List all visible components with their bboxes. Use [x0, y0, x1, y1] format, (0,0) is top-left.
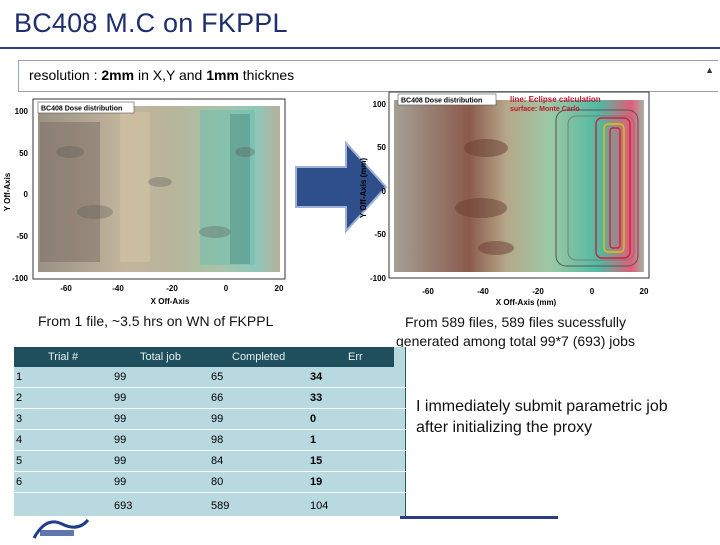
left-x-tick: 0	[224, 284, 229, 293]
cell-total: 99	[114, 455, 127, 467]
note-line: I immediately submit parametric job	[416, 398, 668, 415]
right-x-tick: -40	[477, 287, 489, 296]
cell-trial: 1	[16, 371, 23, 383]
cell-trial: 6	[16, 476, 23, 488]
cell-completed: 66	[211, 392, 224, 404]
left-y-tick: 100	[15, 107, 29, 116]
right-legend-line: line: Eclipse calculation	[510, 95, 601, 104]
cell-total: 99	[114, 434, 127, 446]
cell-err: 15	[310, 455, 323, 467]
left-caption: From 1 file, ~3.5 hrs on WN of FKPPL	[38, 313, 274, 329]
resolution-textbox: resolution : 2mm in X,Y and 1mm thicknes…	[18, 60, 718, 92]
right-x-tick: -20	[532, 287, 544, 296]
left-x-tick: -40	[112, 284, 124, 293]
left-dose-plot: BC408 Dose distribution 100 50 0 -50 -10…	[0, 92, 296, 310]
right-legend-surface: surface: Monte Carlo	[510, 106, 580, 113]
table-row: 3 99 99 0	[14, 409, 406, 430]
cell-total: 99	[114, 476, 127, 488]
footer-divider	[400, 516, 558, 519]
header-trial: Trial #	[48, 351, 79, 363]
cell-trial: 2	[16, 392, 23, 404]
table-row: 1 99 65 34	[14, 367, 406, 388]
total-err: 104	[310, 500, 329, 512]
right-y-tick: 0	[382, 187, 387, 196]
right-dose-plot: BC408 Dose distribution line: Eclipse ca…	[356, 88, 660, 310]
right-x-axis-label: X Off-Axis (mm)	[496, 298, 557, 307]
right-y-tick: 100	[373, 100, 387, 109]
left-x-tick: 20	[275, 284, 284, 293]
cell-err: 0	[310, 413, 317, 425]
cell-completed: 84	[211, 455, 224, 467]
cell-total: 99	[114, 413, 127, 425]
table-row: 2 99 66 33	[14, 388, 406, 409]
resolution-text: resolution : 2mm in X,Y and 1mm thicknes	[29, 67, 294, 83]
right-caption-line: generated among total 99*7 (693) jobs	[396, 333, 635, 349]
cell-total: 99	[114, 392, 127, 404]
right-caption-line: From 589 files, 589 files sucessfully	[404, 314, 626, 330]
cell-completed: 98	[211, 434, 224, 446]
header-err: Err	[348, 351, 363, 363]
right-x-tick: 0	[590, 287, 595, 296]
resolution-mid: in X,Y and	[134, 67, 207, 83]
chevron-up-icon[interactable]: ▲	[705, 65, 714, 75]
cell-trial: 4	[16, 434, 23, 446]
cell-err: 33	[310, 392, 323, 404]
cell-err: 1	[310, 434, 317, 446]
resolution-thickness: 1mm	[206, 67, 239, 83]
cell-trial: 3	[16, 413, 23, 425]
table-row: 4 99 98 1	[14, 430, 406, 451]
cell-completed: 80	[211, 476, 224, 488]
right-x-tick: 20	[640, 287, 649, 296]
cell-err: 34	[310, 371, 323, 383]
cell-total: 99	[114, 371, 127, 383]
cell-completed: 99	[211, 413, 224, 425]
cell-err: 19	[310, 476, 323, 488]
right-y-tick: -100	[370, 274, 387, 283]
slide-title: BC408 M.C on FKPPL	[14, 8, 288, 38]
institution-logo	[30, 510, 90, 540]
jobs-table: Trial # Total job Completed Err 1 99 65 …	[14, 347, 406, 515]
table-header: Trial # Total job Completed Err	[14, 347, 394, 367]
total-jobs: 693	[114, 500, 133, 512]
left-y-axis-label: Y Off-Axis	[3, 172, 12, 211]
left-x-tick: -60	[60, 284, 72, 293]
left-y-tick: -100	[12, 274, 29, 283]
left-panel-title: BC408 Dose distribution	[41, 106, 122, 113]
table-row: 5 99 84 15	[14, 451, 406, 472]
right-y-axis-label: Y Off-Axis (mm)	[359, 158, 368, 219]
left-y-tick: -50	[16, 232, 28, 241]
cell-completed: 65	[211, 371, 224, 383]
total-completed: 589	[211, 500, 230, 512]
left-x-tick: -20	[166, 284, 178, 293]
note-text: I immediately submit parametric job afte…	[416, 396, 668, 438]
header-total-job: Total job	[140, 351, 181, 363]
left-x-axis-label: X Off-Axis	[151, 297, 190, 306]
resolution-prefix: resolution :	[29, 67, 102, 83]
table-row: 6 99 80 19	[14, 472, 406, 493]
right-x-tick: -60	[422, 287, 434, 296]
left-y-tick: 50	[19, 149, 28, 158]
note-line: after initializing the proxy	[416, 419, 593, 436]
right-caption: From 589 files, 589 files sucessfully ge…	[396, 313, 635, 351]
resolution-xy: 2mm	[101, 67, 135, 83]
table-total-row: 693 589 104	[14, 496, 406, 516]
right-y-tick: -50	[374, 230, 386, 239]
arrow-right-icon	[294, 139, 390, 240]
right-y-tick: 50	[377, 143, 386, 152]
right-panel-title: BC408 Dose distribution	[401, 98, 482, 105]
header-completed: Completed	[232, 351, 286, 363]
resolution-suffix: thicknes	[238, 67, 295, 83]
cell-trial: 5	[16, 455, 23, 467]
title-divider	[0, 47, 720, 49]
left-y-tick: 0	[24, 190, 29, 199]
